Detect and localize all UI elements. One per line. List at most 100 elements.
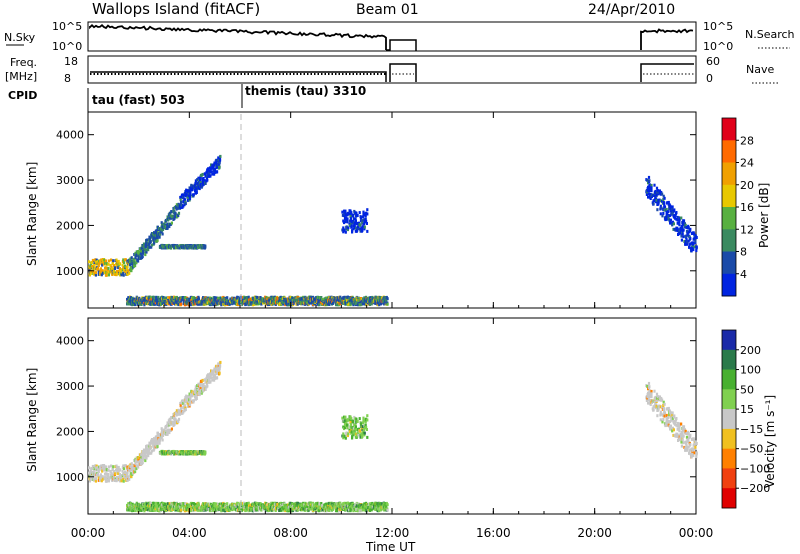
echo-cell xyxy=(363,296,366,300)
echo-cell xyxy=(196,302,200,306)
echo-cell xyxy=(266,299,269,303)
echo-cell xyxy=(679,226,682,230)
echo-cell xyxy=(132,467,135,470)
colorbar-swatch xyxy=(722,207,736,230)
echo-cell xyxy=(274,503,277,507)
nave-tick-top: 60 xyxy=(706,55,720,68)
echo-cell xyxy=(256,502,260,506)
echo-cell xyxy=(339,295,342,299)
echo-cell xyxy=(94,477,97,481)
echo-cell xyxy=(320,296,323,299)
echo-cell xyxy=(179,195,182,199)
echo-cell xyxy=(255,508,258,512)
echo-cell xyxy=(184,408,187,412)
echo-cell xyxy=(120,476,123,480)
nsearch-tick-bottom: 10^0 xyxy=(703,40,733,53)
echo-cell xyxy=(150,245,153,249)
echo-cell xyxy=(344,230,347,234)
echo-cell xyxy=(218,371,221,375)
echo-cell xyxy=(142,448,146,452)
echo-cell xyxy=(188,189,191,193)
echo-cell xyxy=(161,232,164,236)
echo-cell xyxy=(97,264,100,267)
echo-cell xyxy=(96,260,99,264)
echo-cell xyxy=(274,508,277,512)
freq-unit: [MHz] xyxy=(5,70,37,83)
echo-cell xyxy=(343,209,346,213)
echo-cell xyxy=(137,259,140,263)
echo-cell xyxy=(355,226,358,230)
echo-cell xyxy=(361,219,364,223)
echo-cell xyxy=(235,298,238,302)
echo-cell xyxy=(678,217,681,221)
echo-cell xyxy=(118,267,121,270)
echo-cell xyxy=(137,250,140,254)
echo-cell xyxy=(136,252,139,256)
power-echo-layer xyxy=(88,154,698,307)
echo-cell xyxy=(665,207,668,211)
echo-cell xyxy=(112,264,116,267)
echo-cell xyxy=(648,179,651,183)
echo-cell xyxy=(670,212,673,215)
echo-cell xyxy=(258,302,261,306)
echo-cell xyxy=(365,222,368,225)
echo-cell xyxy=(137,252,140,256)
echo-cell xyxy=(124,464,127,468)
echo-cell xyxy=(177,214,180,217)
echo-cell xyxy=(292,300,295,304)
echo-cell xyxy=(645,193,648,196)
echo-cell xyxy=(168,505,171,509)
echo-cell xyxy=(215,170,219,174)
echo-cell xyxy=(126,267,129,271)
echo-cell xyxy=(188,186,191,190)
nave-tick-bottom: 0 xyxy=(706,72,713,85)
echo-cell xyxy=(213,298,216,302)
echo-cell xyxy=(386,297,389,301)
echo-cell xyxy=(646,189,649,193)
echo-cell xyxy=(89,470,92,474)
echo-cell xyxy=(133,503,136,507)
echo-cell xyxy=(213,378,216,382)
echo-cell xyxy=(167,423,170,427)
echo-cell xyxy=(360,303,363,307)
echo-cell xyxy=(205,176,208,180)
echo-cell xyxy=(685,242,689,246)
echo-cell xyxy=(647,192,651,196)
colorbar-swatch xyxy=(722,229,736,252)
echo-cell xyxy=(241,508,244,512)
echo-cell xyxy=(186,401,189,405)
echo-cell xyxy=(671,223,674,227)
echo-cell xyxy=(352,221,355,225)
echo-cell xyxy=(153,239,156,243)
echo-cell xyxy=(127,475,130,479)
echo-cell xyxy=(675,211,678,214)
echo-cell xyxy=(343,217,347,220)
echo-cell xyxy=(133,464,136,468)
echo-cell xyxy=(169,214,172,218)
echo-cell xyxy=(129,463,132,467)
echo-cell xyxy=(196,299,199,303)
echo-cell xyxy=(208,377,211,381)
echo-cell xyxy=(282,508,285,512)
echo-cell xyxy=(248,504,251,508)
echo-cell xyxy=(182,410,185,414)
echo-cell xyxy=(671,205,674,209)
echo-cell xyxy=(346,220,349,224)
echo-cell xyxy=(194,508,197,512)
echo-cell xyxy=(191,188,194,191)
echo-cell xyxy=(123,467,126,471)
echo-cell xyxy=(249,505,252,509)
echo-cell xyxy=(316,295,319,299)
cpid-segment-2: themis (tau) 3310 xyxy=(245,84,366,98)
echo-cell xyxy=(155,229,158,233)
echo-cell xyxy=(220,509,223,513)
power-ylabel: Slant Range [km] xyxy=(25,162,39,266)
echo-cell xyxy=(154,301,157,305)
echo-cell xyxy=(164,424,167,428)
echo-cell xyxy=(276,296,279,300)
echo-cell xyxy=(152,295,155,299)
echo-cell xyxy=(654,189,657,193)
echo-cell xyxy=(96,472,100,476)
y-tick-label: 1000 xyxy=(56,265,84,278)
echo-cell xyxy=(166,428,169,432)
